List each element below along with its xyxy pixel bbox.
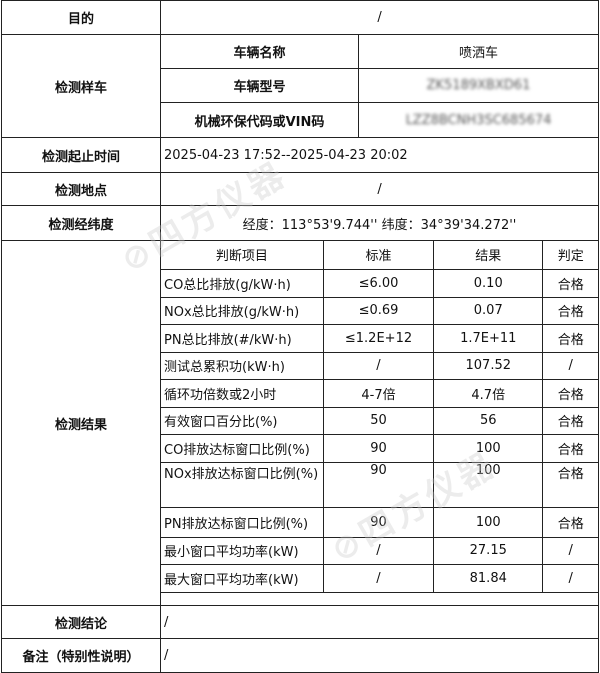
column-header: 结果	[433, 241, 544, 270]
item-cell: PN总比排放(#/kW·h)	[161, 323, 324, 353]
item-cell: CO总比排放(g/kW·h)	[161, 268, 324, 298]
purpose-value: /	[159, 0, 600, 35]
item-cell: 最大窗口平均功率(kW)	[161, 563, 324, 593]
coords-label: 检测经纬度	[1, 205, 161, 241]
result-cell: 1.7E+11	[433, 323, 544, 353]
standard-cell: 4-7倍	[322, 378, 435, 408]
vehicle-name-label: 车辆名称	[160, 34, 359, 69]
result-cell: 56	[433, 406, 544, 435]
column-header: 标准	[322, 241, 435, 270]
item-cell: NOx排放达标窗口比例(%)	[161, 461, 324, 508]
verdict-cell: /	[542, 536, 599, 565]
verdict-cell: 合格	[542, 378, 599, 408]
item-cell: 测试总累积功(kW·h)	[161, 351, 324, 380]
standard-cell: ≤1.2E+12	[322, 323, 435, 353]
item-cell: NOx总比排放(g/kW·h)	[161, 296, 324, 325]
result-cell: 4.7倍	[433, 378, 544, 408]
remarks-label: 备注（特别性说明）	[1, 638, 161, 673]
time-label: 检测起止时间	[1, 137, 161, 173]
item-cell: CO排放达标窗口比例(%)	[161, 433, 324, 463]
result-cell: 27.15	[433, 536, 544, 565]
verdict-cell: 合格	[542, 406, 599, 435]
result-cell: 100	[433, 461, 544, 508]
conclusion-value: /	[159, 605, 600, 639]
standard-cell: /	[322, 536, 435, 565]
standard-cell: 90	[322, 433, 435, 463]
results-label: 检测结果	[1, 240, 161, 606]
vehicle-model-value: ZK5189XBXD61	[357, 68, 600, 103]
vin-value: LZZ8BCNH3SC685674	[357, 102, 600, 138]
table-row: CO总比排放(g/kW·h) ≤6.00 0.10 合格	[161, 268, 599, 298]
results-header-row: 判断项目 标准 结果 判定	[161, 241, 599, 270]
standard-cell: /	[322, 563, 435, 593]
result-cell: 81.84	[433, 563, 544, 593]
result-cell: 100	[433, 506, 544, 538]
table-row: 有效窗口百分比(%) 50 56 合格	[161, 406, 599, 435]
result-cell: 0.10	[433, 268, 544, 298]
verdict-cell: 合格	[542, 506, 599, 538]
column-header: 判断项目	[161, 241, 324, 270]
table-row: NOx总比排放(g/kW·h) ≤0.69 0.07 合格	[161, 296, 599, 325]
standard-cell: 90	[322, 506, 435, 538]
table-row: 最大窗口平均功率(kW)/81.84/	[161, 563, 599, 593]
results-table: 判断项目 标准 结果 判定 CO总比排放(g/kW·h) ≤6.00 0.10 合格 NOx总比…	[161, 241, 599, 593]
location-value: /	[159, 172, 600, 206]
location-label: 检测地点	[1, 172, 161, 206]
standard-cell: 50	[322, 406, 435, 435]
result-cell: 107.52	[433, 351, 544, 380]
remarks-value: /	[159, 638, 600, 673]
standard-cell: 90	[322, 461, 435, 508]
standard-cell: ≤0.69	[322, 296, 435, 325]
verdict-cell: 合格	[542, 296, 599, 325]
standard-cell: /	[322, 351, 435, 380]
item-cell: 最小窗口平均功率(kW)	[161, 536, 324, 565]
verdict-cell: 合格	[542, 461, 599, 508]
column-header: 判定	[542, 241, 599, 270]
time-value: 2025-04-23 17:52--2025-04-23 20:02	[159, 137, 600, 173]
standard-cell: ≤6.00	[322, 268, 435, 298]
vehicle-model-label: 车辆型号	[160, 68, 359, 103]
verdict-cell: /	[542, 563, 599, 593]
verdict-cell: 合格	[542, 268, 599, 298]
item-cell: 循环功倍数或2小时	[161, 378, 324, 408]
table-row: PN总比排放(#/kW·h) ≤1.2E+12 1.7E+11 合格	[161, 323, 599, 353]
table-row: 测试总累积功(kW·h)/107.52/	[161, 351, 599, 380]
purpose-label: 目的	[1, 0, 161, 35]
table-row: CO排放达标窗口比例(%) 90 100 合格	[161, 433, 599, 463]
conclusion-label: 检测结论	[1, 605, 161, 639]
sample-label: 检测样车	[1, 34, 161, 138]
table-row: 最小窗口平均功率(kW)/27.15/	[161, 536, 599, 565]
verdict-cell: 合格	[542, 433, 599, 463]
item-cell: 有效窗口百分比(%)	[161, 406, 324, 435]
item-cell: PN排放达标窗口比例(%)	[161, 506, 324, 538]
result-cell: 0.07	[433, 296, 544, 325]
verdict-cell: /	[542, 351, 599, 380]
table-row: NOx排放达标窗口比例(%) 90 100 合格	[161, 461, 599, 508]
vin-label: 机械环保代码或VIN码	[160, 102, 359, 138]
coords-value: 经度：113°53'9.744'' 纬度：34°39'34.272''	[159, 205, 600, 241]
result-cell: 100	[433, 433, 544, 463]
verdict-cell: 合格	[542, 323, 599, 353]
table-row: 循环功倍数或2小时 4-7倍 4.7倍 合格	[161, 378, 599, 408]
table-row: PN排放达标窗口比例(%) 90 100 合格	[161, 506, 599, 538]
vehicle-name-value: 喷洒车	[357, 34, 600, 69]
